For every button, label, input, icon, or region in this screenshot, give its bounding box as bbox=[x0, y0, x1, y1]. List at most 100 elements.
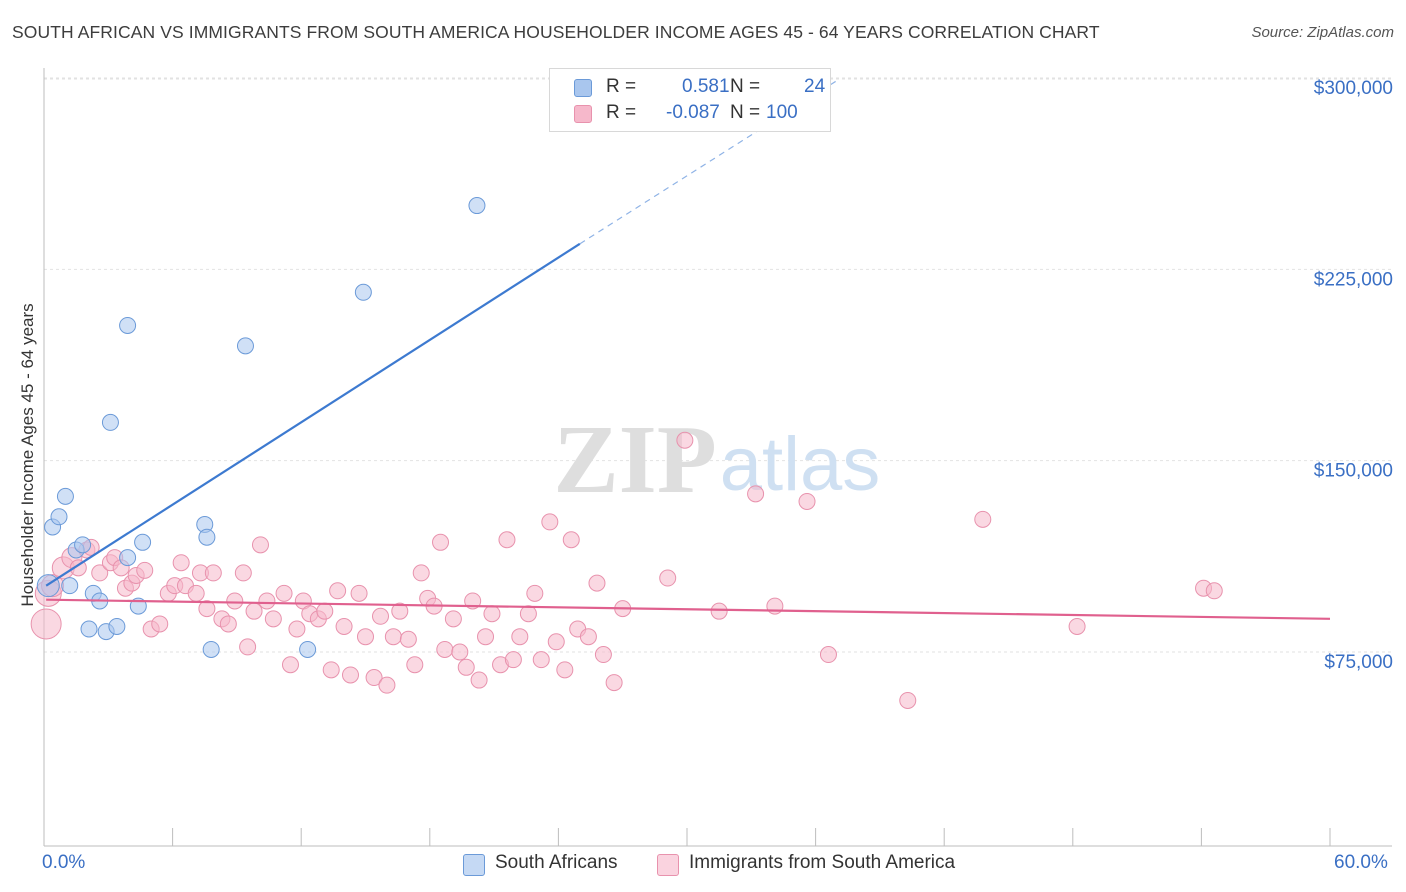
immigrants-point bbox=[372, 607, 390, 625]
bottom-legend-swatch-south-africans bbox=[463, 854, 485, 876]
immigrants-point bbox=[579, 628, 597, 646]
immigrants-point bbox=[432, 533, 450, 551]
immigrants-points bbox=[30, 431, 1223, 709]
south-africans-point bbox=[354, 283, 372, 301]
legend-swatch-south-africans bbox=[574, 79, 592, 97]
immigrants-point bbox=[974, 510, 992, 528]
immigrants-point bbox=[457, 658, 475, 676]
immigrants-point bbox=[341, 666, 359, 684]
south-africans-point bbox=[50, 508, 68, 526]
south-africans-point bbox=[236, 337, 254, 355]
immigrants-point bbox=[798, 492, 816, 510]
bottom-legend-label: Immigrants from South America bbox=[689, 852, 956, 873]
immigrants-point bbox=[547, 633, 565, 651]
immigrants-point bbox=[659, 569, 677, 587]
immigrants-point bbox=[264, 610, 282, 628]
south-africans-point bbox=[80, 620, 98, 638]
south-africans-point bbox=[468, 197, 486, 215]
y-tick-label: $150,000 bbox=[1314, 461, 1393, 482]
watermark-zip: ZIP bbox=[553, 406, 716, 514]
immigrants-point bbox=[562, 531, 580, 549]
legend-swatch-immigrants bbox=[574, 105, 592, 123]
immigrants-point bbox=[245, 602, 263, 620]
immigrants-point bbox=[91, 564, 109, 582]
south-africans-point bbox=[101, 413, 119, 431]
immigrants-point bbox=[357, 628, 374, 646]
y-tick-label: $225,000 bbox=[1314, 269, 1393, 290]
south-africans-point bbox=[119, 316, 137, 334]
south-africans-point bbox=[108, 617, 126, 635]
immigrants-point bbox=[288, 620, 306, 638]
immigrants-point bbox=[526, 584, 544, 602]
y-axis-title: Householder Income Ages 45 - 64 years bbox=[18, 303, 37, 607]
immigrants-point bbox=[30, 608, 62, 640]
legend-n-value: 24 bbox=[804, 76, 826, 97]
immigrants-point bbox=[204, 564, 222, 582]
south-africans-point bbox=[56, 487, 74, 505]
immigrants-point bbox=[399, 630, 417, 648]
immigrants-point bbox=[378, 676, 396, 694]
y-tick-labels: $75,000 $150,000 $225,000 $300,000 bbox=[1314, 78, 1393, 673]
immigrants-point bbox=[541, 513, 559, 531]
bottom-legend-label: South Africans bbox=[495, 852, 618, 873]
immigrants-point bbox=[258, 592, 276, 610]
immigrants-point bbox=[605, 674, 623, 692]
immigrants-point bbox=[239, 638, 257, 656]
immigrants-point bbox=[451, 643, 469, 661]
axes bbox=[43, 68, 1392, 847]
immigrants-point bbox=[136, 561, 154, 579]
immigrants-point bbox=[329, 582, 347, 600]
immigrants-point bbox=[365, 669, 383, 687]
immigrants-point bbox=[556, 661, 574, 679]
legend-n-label: N = bbox=[730, 102, 761, 123]
immigrants-trend-line bbox=[46, 598, 1331, 620]
south-africans-trend-line bbox=[45, 242, 581, 587]
x-tick-label-max: 60.0% bbox=[1334, 852, 1388, 873]
immigrants-point bbox=[412, 564, 430, 582]
y-tick-label: $75,000 bbox=[1324, 652, 1393, 673]
immigrants-point bbox=[316, 602, 334, 620]
immigrants-point bbox=[391, 602, 409, 620]
immigrants-point bbox=[251, 536, 269, 554]
immigrants-point bbox=[172, 554, 190, 572]
south-africans-point bbox=[202, 640, 220, 658]
south-africans-point bbox=[36, 574, 60, 598]
immigrants-point bbox=[519, 605, 537, 623]
immigrants-point bbox=[676, 431, 694, 449]
south-africans-point bbox=[61, 577, 79, 595]
south-africans-point bbox=[198, 528, 216, 546]
y-tick-label: $300,000 bbox=[1314, 78, 1393, 99]
correlation-legend: R = 0.581 N = 24 R = -0.087 N = 100 bbox=[549, 68, 831, 132]
legend-r-label: R = bbox=[606, 76, 637, 97]
immigrants-point bbox=[1068, 617, 1086, 635]
legend-r-label: R = bbox=[606, 102, 637, 123]
immigrants-point bbox=[350, 584, 368, 602]
legend-n-label: N = bbox=[730, 76, 761, 97]
immigrants-point bbox=[281, 656, 299, 674]
immigrants-point bbox=[747, 485, 765, 503]
immigrants-point bbox=[444, 610, 462, 628]
immigrants-point bbox=[436, 640, 454, 658]
immigrants-point bbox=[187, 584, 205, 602]
immigrants-point bbox=[234, 564, 252, 582]
south-africans-point bbox=[119, 549, 137, 567]
immigrants-point bbox=[406, 656, 424, 674]
x-tick-label-min: 0.0% bbox=[42, 852, 86, 873]
immigrants-point bbox=[384, 628, 402, 646]
south-africans-point bbox=[299, 640, 317, 658]
immigrants-point bbox=[594, 646, 612, 664]
immigrants-point bbox=[198, 600, 216, 618]
immigrants-point bbox=[483, 605, 501, 623]
immigrants-point bbox=[504, 651, 522, 669]
chart-title: SOUTH AFRICAN VS IMMIGRANTS FROM SOUTH A… bbox=[12, 22, 1100, 42]
immigrants-point bbox=[588, 574, 606, 592]
legend-r-value: -0.087 bbox=[666, 102, 720, 123]
immigrants-point bbox=[322, 661, 340, 679]
immigrants-point bbox=[477, 628, 495, 646]
immigrants-point bbox=[710, 602, 728, 620]
immigrants-point bbox=[1205, 582, 1223, 600]
legend-r-value: 0.581 bbox=[682, 76, 730, 97]
south-africans-point bbox=[134, 533, 152, 551]
immigrants-point bbox=[819, 646, 837, 664]
